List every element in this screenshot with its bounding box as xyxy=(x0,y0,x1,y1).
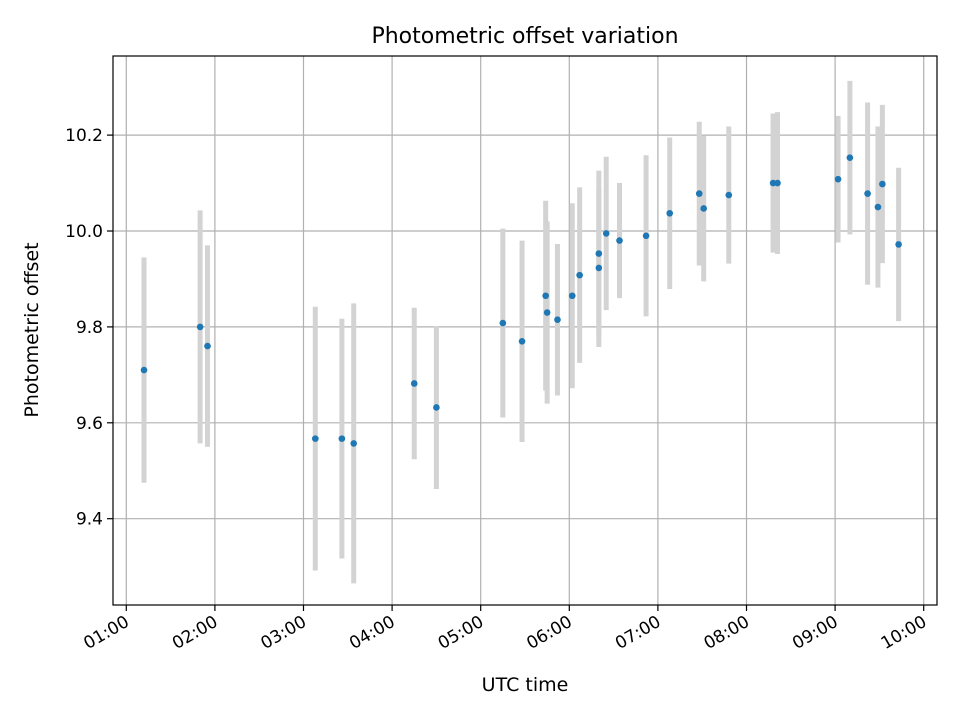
data-point xyxy=(595,250,603,257)
chart-title: Photometric offset variation xyxy=(371,24,678,49)
y-tick-label: 10.0 xyxy=(65,222,103,242)
data-point xyxy=(700,205,707,212)
data-point xyxy=(595,264,603,272)
x-axis-label: UTC time xyxy=(482,674,569,696)
grid xyxy=(113,56,937,605)
y-tick-label: 9.6 xyxy=(76,414,103,434)
data-point xyxy=(499,319,507,327)
data-point xyxy=(576,271,583,279)
data-points xyxy=(140,154,902,447)
data-point xyxy=(602,230,610,237)
data-point xyxy=(616,237,623,244)
data-point xyxy=(879,180,886,188)
data-point xyxy=(874,203,882,211)
data-point xyxy=(518,337,526,345)
data-point xyxy=(695,190,703,197)
data-point xyxy=(196,323,204,331)
y-axis-ticks: 9.4 9.6 9.8 10.0 10.2 xyxy=(65,126,113,530)
data-point xyxy=(666,209,674,217)
data-point xyxy=(568,292,576,300)
plot-frame xyxy=(112,55,938,606)
data-point xyxy=(834,175,842,183)
y-tick-label: 9.8 xyxy=(76,318,103,338)
data-point xyxy=(543,309,551,316)
data-point xyxy=(312,435,319,442)
data-point xyxy=(725,191,733,199)
data-point xyxy=(895,241,902,248)
y-tick-label: 10.2 xyxy=(65,126,103,146)
data-point xyxy=(433,404,440,411)
data-point xyxy=(774,179,781,187)
data-point xyxy=(864,190,871,197)
data-point xyxy=(350,440,358,447)
data-point xyxy=(846,154,854,161)
data-point xyxy=(410,380,418,387)
data-point xyxy=(554,316,561,324)
data-point xyxy=(140,366,148,374)
data-point xyxy=(642,232,650,240)
data-point xyxy=(204,342,211,350)
y-axis-label: Photometric offset xyxy=(21,242,43,417)
y-tick-label: 9.4 xyxy=(76,510,103,530)
data-point xyxy=(338,435,346,442)
data-point xyxy=(542,292,549,300)
